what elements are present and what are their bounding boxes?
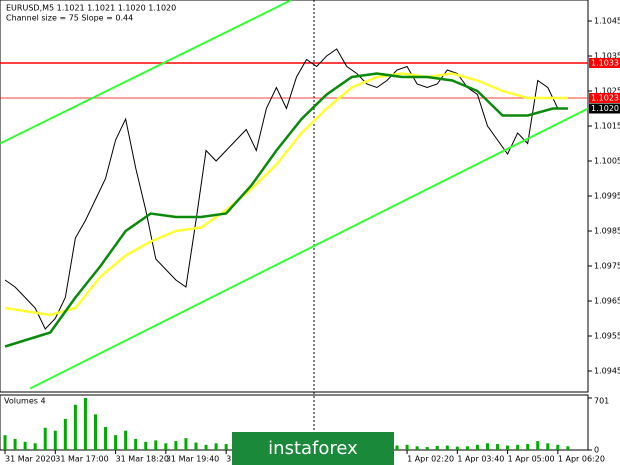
chart-subtitle: Channel size = 75 Slope = 0.44 bbox=[6, 14, 133, 23]
y-tick-label: 1.0965 bbox=[594, 297, 620, 306]
volume-tick-label: 701 bbox=[594, 397, 609, 406]
series-line bbox=[4, 72, 568, 348]
watermark-box bbox=[232, 432, 394, 465]
y-tick-label: 1.1025 bbox=[594, 87, 620, 96]
level-tag bbox=[589, 103, 620, 114]
watermark: instaforex bbox=[268, 438, 358, 459]
x-tick-label: 1 Apr 06:20 bbox=[558, 455, 605, 464]
y-tick-label: 1.0945 bbox=[594, 367, 620, 376]
chart-title: EURUSD,M5 1.1021 1.1021 1.1020 1.1020 bbox=[6, 4, 176, 13]
y-tick-label: 1.1005 bbox=[594, 157, 620, 166]
level-tag bbox=[589, 58, 620, 68]
x-tick-label: 31 Mar 17:00 bbox=[55, 455, 108, 464]
y-tick-label: 1.1015 bbox=[594, 122, 620, 131]
level-label: 1.1020 bbox=[591, 104, 619, 113]
y-tick-label: 1.0975 bbox=[594, 262, 620, 271]
volume-label: Volumes 4 bbox=[4, 397, 46, 406]
series-line bbox=[4, 48, 568, 330]
volume-tick-label: 0 bbox=[594, 446, 599, 455]
x-tick-label: 1 Apr 05:00 bbox=[508, 455, 555, 464]
x-tick-label: 1 Apr 02:20 bbox=[407, 455, 454, 464]
series-line bbox=[4, 72, 568, 317]
y-tick-label: 1.1035 bbox=[594, 52, 620, 61]
x-tick-label: 31 Mar 19:40 bbox=[166, 455, 219, 464]
y-tick-label: 1.0955 bbox=[594, 332, 620, 341]
y-tick-label: 1.0995 bbox=[594, 192, 620, 201]
y-tick-label: 1.1045 bbox=[594, 17, 620, 26]
y-tick-label: 1.0985 bbox=[594, 227, 620, 236]
level-label: 1.1023 bbox=[591, 94, 619, 103]
series-line bbox=[29, 107, 588, 390]
x-tick-label: 1 Apr 03:40 bbox=[457, 455, 504, 464]
level-label: 1.1033 bbox=[591, 59, 619, 68]
price-panel bbox=[0, 0, 589, 393]
series-group bbox=[0, 0, 588, 390]
x-tick-label: 31 Mar 2020 bbox=[5, 455, 56, 464]
level-tag bbox=[589, 93, 620, 103]
series-line bbox=[0, 0, 292, 145]
x-tick-label: 31 Mar 18:20 bbox=[116, 455, 169, 464]
